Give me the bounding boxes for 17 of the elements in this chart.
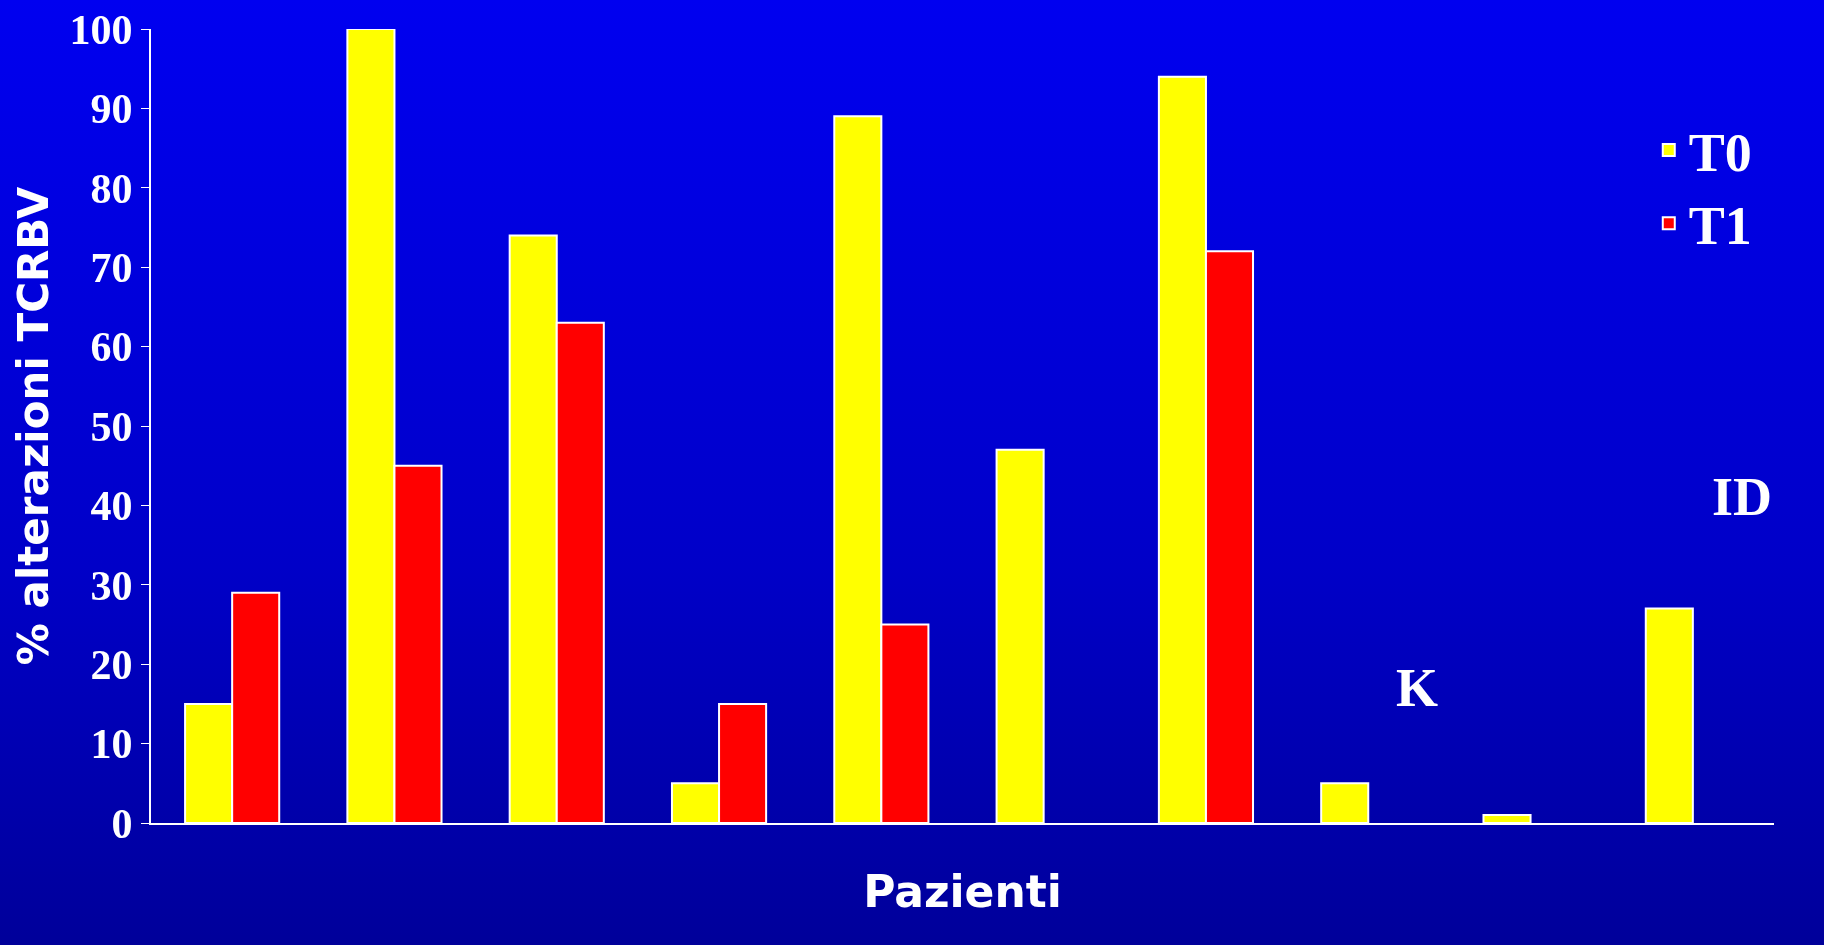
y-tick-label: 80	[90, 165, 133, 212]
y-tick-label: 30	[90, 562, 133, 609]
y-axis-title: % alterazioni TCRBV	[8, 186, 58, 666]
y-tick-label: 100	[69, 6, 133, 53]
annotation: ID	[1712, 467, 1773, 527]
legend-label: T1	[1688, 196, 1752, 257]
x-axis-title: Pazienti	[863, 866, 1062, 918]
y-tick-label: 10	[90, 721, 133, 768]
y-tick-label: 50	[90, 403, 133, 450]
y-tick-label: 60	[90, 324, 133, 371]
legend-label: T0	[1688, 123, 1752, 184]
y-tick-label: 90	[90, 86, 133, 133]
y-tick-label: 0	[111, 800, 133, 847]
y-tick-label: 20	[90, 641, 133, 688]
annotation: K	[1396, 658, 1439, 718]
y-tick-label: 70	[90, 244, 133, 291]
y-tick-label: 40	[90, 483, 133, 530]
